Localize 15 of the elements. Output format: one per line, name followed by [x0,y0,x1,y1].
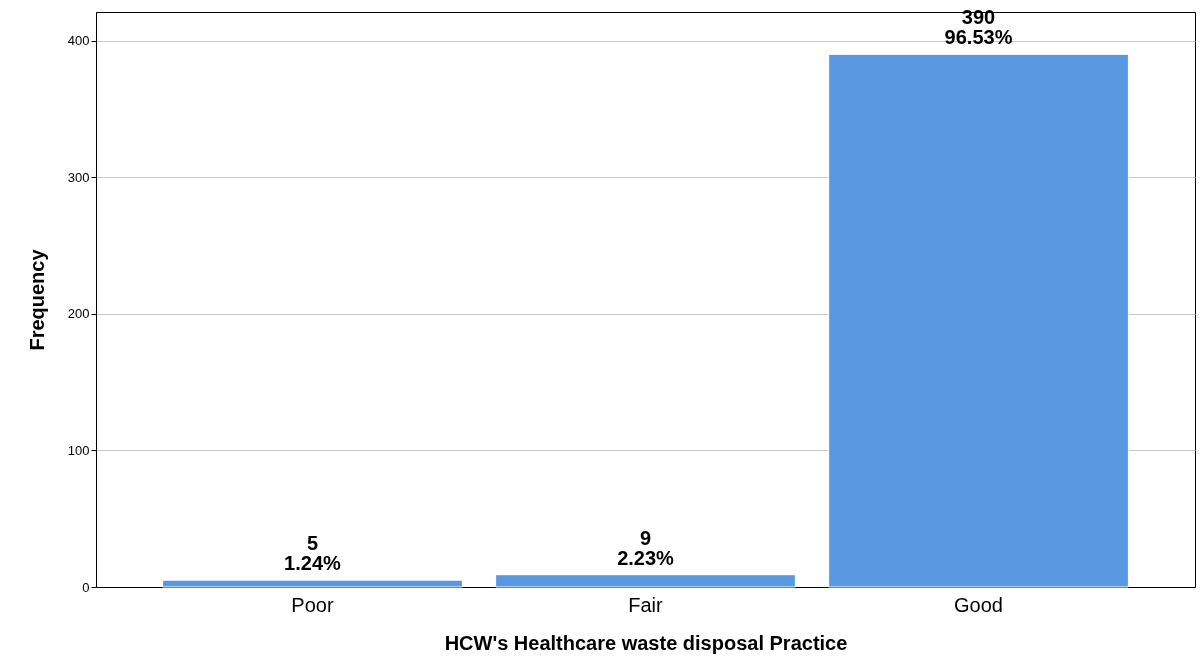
x-tick-label: Good [954,593,1003,616]
bar [495,574,796,588]
data-label: 9 2.23% [617,526,675,569]
y-tick-label: 200 [67,306,90,322]
y-axis-title: Frequency [25,248,48,351]
y-tick-label: 400 [67,33,90,49]
x-tick-label: Fair [628,593,664,616]
x-tick-label: Poor [291,593,334,616]
y-tick-label: 0 [82,579,90,595]
x-axis-title: HCW's Healthcare waste disposal Practice [444,631,848,654]
bar [162,579,463,588]
bar [828,53,1129,588]
y-tick-label: 100 [67,442,90,458]
y-tick-label: 300 [67,169,90,185]
data-label: 5 1.24% [284,532,342,575]
